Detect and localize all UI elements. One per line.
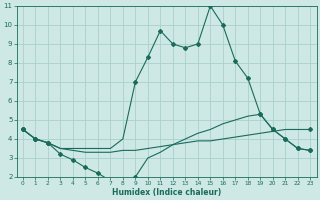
X-axis label: Humidex (Indice chaleur): Humidex (Indice chaleur) <box>112 188 221 197</box>
